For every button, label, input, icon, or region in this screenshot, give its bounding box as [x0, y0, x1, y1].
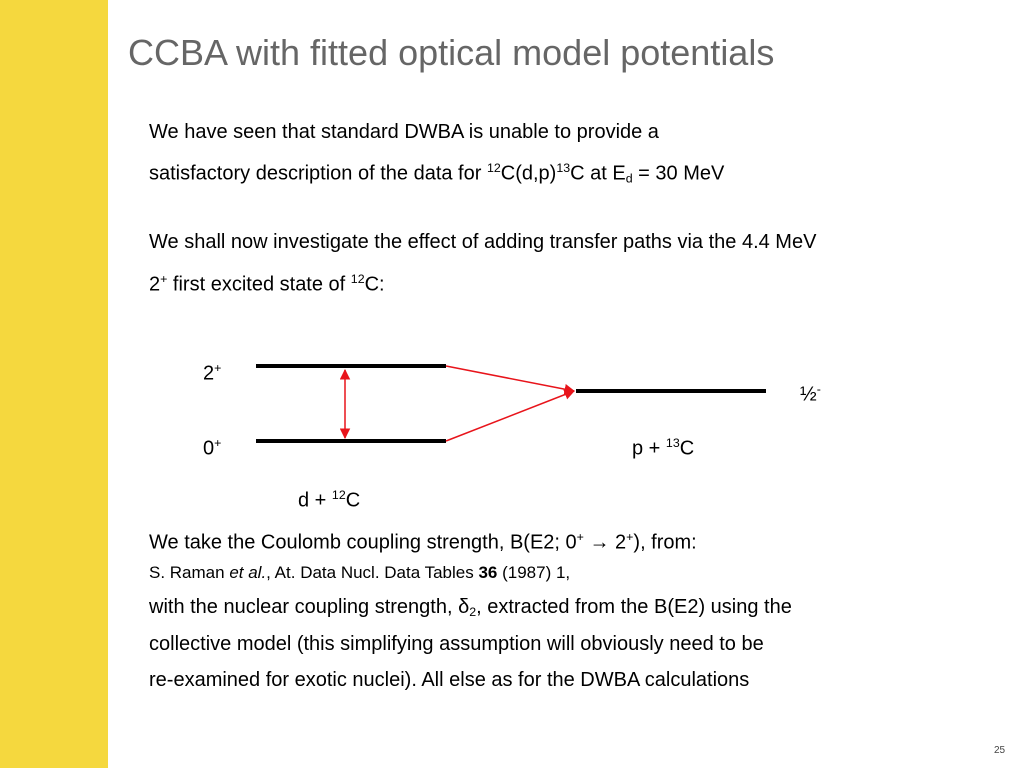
text-line: with the nuclear coupling strength, δ2, …	[149, 595, 792, 624]
text: 0	[203, 437, 215, 460]
level-label: 2+	[203, 356, 221, 385]
text: d	[625, 171, 633, 186]
text: We have seen that standard DWBA is unabl…	[149, 121, 659, 143]
transfer-arrow	[445, 389, 575, 442]
text: We shall now investigate the effect of a…	[149, 231, 817, 253]
text: 2	[149, 273, 161, 296]
text: +	[160, 272, 168, 286]
text: 2	[203, 362, 215, 385]
level-label: ½-	[800, 377, 821, 406]
text: -	[816, 382, 821, 396]
text: d +	[298, 489, 332, 512]
text: , extracted from the B(E2) using the	[476, 596, 792, 618]
text: = 30 MeV	[632, 162, 725, 185]
text: satisfactory description of the data for	[149, 162, 487, 185]
text: C at E	[570, 162, 626, 185]
text: → 2	[583, 531, 627, 554]
text: ½	[800, 383, 817, 406]
text: 12	[331, 488, 346, 502]
text: C:	[364, 273, 385, 296]
transfer-arrow	[445, 365, 576, 395]
text-line: collective model (this simplifying assum…	[149, 632, 764, 656]
text: 12	[350, 272, 365, 286]
text: p +	[632, 437, 666, 460]
text: et al.	[229, 563, 267, 582]
side-bar	[0, 0, 108, 768]
text: +	[214, 436, 222, 450]
text: C(d,p)	[500, 162, 557, 185]
page-number: 25	[994, 745, 1006, 756]
text-line: re-examined for exotic nuclei). All else…	[149, 668, 749, 692]
reference-line: S. Raman et al., At. Data Nucl. Data Tab…	[149, 561, 570, 585]
text: C	[679, 437, 695, 460]
text: +	[626, 530, 634, 544]
text: S. Raman	[149, 563, 230, 582]
text: first excited state of	[167, 273, 351, 296]
text: +	[576, 530, 584, 544]
text: 13	[556, 161, 571, 175]
text: +	[214, 361, 222, 375]
text: C	[345, 489, 361, 512]
text: (1987) 1,	[497, 563, 571, 582]
text-line: 2+ first excited state of 12C:	[149, 267, 385, 296]
slide-title: CCBA with fitted optical model potential…	[128, 32, 775, 73]
text: 36	[478, 563, 498, 582]
text: with the nuclear coupling strength, δ	[149, 596, 470, 618]
text: 13	[665, 436, 680, 450]
text: collective model (this simplifying assum…	[149, 633, 764, 655]
text: ), from:	[633, 531, 697, 554]
text: , At. Data Nucl. Data Tables	[266, 563, 479, 582]
text-line: We shall now investigate the effect of a…	[149, 230, 816, 254]
text-line: satisfactory description of the data for…	[149, 156, 724, 191]
text: re-examined for exotic nuclei). All else…	[149, 669, 750, 691]
text: We take the Coulomb coupling strength, B…	[149, 531, 577, 554]
text-line: We take the Coulomb coupling strength, B…	[149, 525, 697, 554]
level-label: p + 13C	[632, 431, 694, 460]
text: 2	[469, 605, 477, 620]
text-line: We have seen that standard DWBA is unabl…	[149, 120, 659, 144]
text: 12	[486, 161, 501, 175]
level-label: 0+	[203, 431, 221, 460]
level-label: d + 12C	[298, 483, 360, 512]
